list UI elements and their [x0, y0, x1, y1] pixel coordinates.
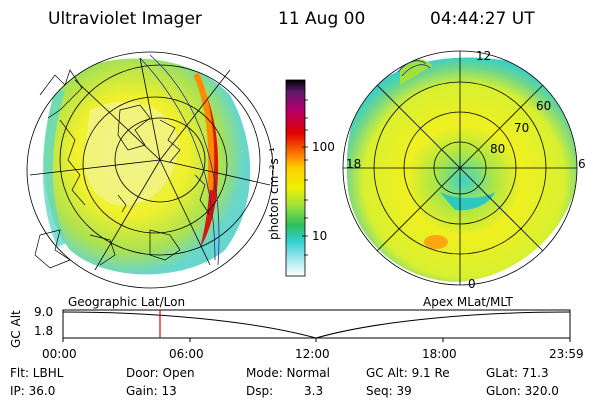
mlt-label-6: 6: [578, 157, 586, 171]
date-label: 11 Aug 00: [278, 9, 366, 29]
info-gc-alt: GC Alt: 9.1 Re: [366, 366, 450, 380]
mlt-label-18: 18: [346, 157, 362, 171]
geographic-map: [26, 51, 274, 289]
right-panel-caption: Apex MLat/MLT: [423, 295, 513, 309]
time-label: 04:44:27 UT: [430, 9, 535, 29]
mlat-label-80: 80: [490, 142, 506, 156]
polar-map: [342, 50, 578, 286]
mlat-label-70: 70: [514, 121, 530, 135]
instrument-title: Ultraviolet Imager: [48, 9, 202, 29]
mlat-label-60: 60: [536, 99, 552, 113]
altitude-tick-bottom: 1.8: [34, 324, 54, 338]
time-tick: 06:00: [169, 347, 204, 361]
mlt-label-12: 12: [476, 49, 492, 63]
colorbar-unit-label: photon cm⁻²s⁻¹: [267, 147, 281, 240]
mlt-label-0: 0: [468, 277, 476, 291]
time-tick: 12:00: [295, 347, 330, 361]
time-tick: 23:59: [549, 347, 584, 361]
info-filter: Flt: LBHL: [10, 366, 64, 380]
info-ip: IP: 36.0: [10, 384, 56, 398]
info-glon: GLon: 320.0: [486, 384, 559, 398]
left-panel-caption: Geographic Lat/Lon: [68, 295, 186, 309]
colorbar-tick-100: 100: [312, 140, 335, 154]
colorbar-tick-10: 10: [312, 229, 328, 243]
info-gain: Gain: 13: [126, 384, 177, 398]
time-tick: 18:00: [422, 347, 457, 361]
color-bar: [285, 79, 308, 277]
info-seq: Seq: 39: [366, 384, 412, 398]
info-glat: GLat: 71.3: [486, 366, 549, 380]
time-tick: 00:00: [42, 347, 77, 361]
altitude-axis-label: GC Alt: [9, 310, 23, 348]
info-mode: Mode: Normal: [246, 366, 330, 380]
altitude-tick-top: 9.0: [34, 305, 54, 319]
info-door: Door: Open: [126, 366, 195, 380]
info-dsp-value: 3.3: [304, 384, 324, 398]
info-dsp-label: Dsp:: [246, 384, 274, 398]
altitude-plot: [62, 309, 571, 342]
